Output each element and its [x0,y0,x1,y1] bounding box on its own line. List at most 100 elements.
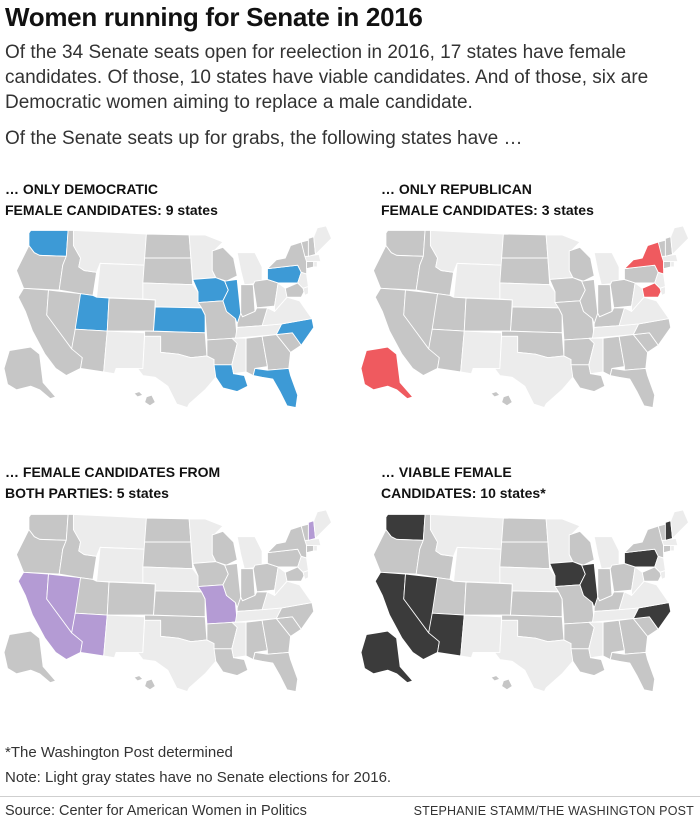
state-fl [252,367,299,409]
state-ut [431,577,467,616]
state-oh [252,278,279,309]
state-tx [115,335,217,409]
state-ks [510,306,563,334]
state-wi [211,246,238,282]
panel-label-line1: … ONLY REPUBLICAN [381,181,532,197]
state-ia [192,277,229,303]
state-il [579,562,599,609]
map-states [4,226,332,409]
state-sd [142,257,194,286]
state-ak [361,630,414,684]
map-both-parties [4,510,332,693]
state-ri [313,545,318,552]
state-co [463,297,513,332]
state-oh [252,562,279,593]
source: Source: Center for American Women in Pol… [5,803,307,819]
state-il [222,278,242,325]
note: Note: Light gray states have no Senate e… [5,769,392,786]
map-states [361,226,689,409]
map-viable [361,510,689,693]
footnote: *The Washington Post determined [5,744,233,761]
state-wa [385,514,426,541]
state-il [222,562,242,609]
state-oh [609,562,636,593]
panel-label-line1: … VIABLE FEMALE [381,464,512,480]
state-hi [490,391,513,407]
state-tx [115,619,217,693]
state-tx [472,619,574,693]
state-mi [593,536,620,570]
state-nm [460,330,503,375]
divider [0,796,700,797]
state-nd [144,517,192,543]
state-wy [453,262,503,300]
state-ut [431,293,467,332]
state-ak [4,630,57,684]
panel-label-line2: FEMALE CANDIDATES: 9 states [5,202,218,218]
state-il [579,278,599,325]
state-ri [313,261,318,268]
panel-label-both-parties: … FEMALE CANDIDATES FROM BOTH PARTIES: 5… [5,462,220,504]
panel-label-line2: BOTH PARTIES: 5 states [5,485,169,501]
state-ak [4,346,57,400]
state-me [313,510,332,539]
state-me [670,226,689,255]
map-republican [361,226,689,409]
panel-label-line1: … FEMALE CANDIDATES FROM [5,464,221,480]
map-democratic [4,226,332,409]
state-md [284,282,306,298]
state-ia [549,277,586,303]
state-de [659,286,666,296]
state-wy [453,546,503,584]
state-ct [663,261,672,270]
state-de [659,570,666,580]
state-sd [499,257,551,286]
state-wi [568,246,595,282]
state-ut [74,577,110,616]
map-states [361,510,689,693]
state-nm [103,330,146,375]
state-oh [609,278,636,309]
state-mi [593,252,620,286]
state-co [106,297,156,332]
state-ct [663,545,672,554]
state-wa [28,230,69,257]
state-ut [74,293,110,332]
state-hi [490,675,513,691]
state-me [313,226,332,255]
state-hi [133,391,156,407]
state-md [641,566,663,582]
state-ri [670,545,675,552]
panel-label-line1: … ONLY DEMOCRATIC [5,181,158,197]
state-ia [192,561,229,587]
state-nd [501,233,549,259]
state-de [302,570,309,580]
state-hi [133,675,156,691]
state-nm [103,614,146,659]
state-sd [499,541,551,570]
state-nd [501,517,549,543]
state-wa [385,230,426,257]
intro-text: Of the 34 Senate seats open for reelecti… [5,42,649,113]
state-tx [472,335,574,409]
state-mi [236,252,263,286]
panel-label-democratic: … ONLY DEMOCRATIC FEMALE CANDIDATES: 9 s… [5,179,218,221]
state-fl [609,651,656,693]
state-ks [153,306,206,334]
state-ct [306,545,315,554]
state-nd [144,233,192,259]
state-nm [460,614,503,659]
state-mi [236,536,263,570]
state-ks [510,590,563,618]
state-wy [96,546,146,584]
state-md [284,566,306,582]
state-ak [361,346,414,400]
state-co [106,581,156,616]
panel-label-viable: … VIABLE FEMALE CANDIDATES: 10 states* [381,462,546,504]
state-wi [568,530,595,566]
panel-label-republican: … ONLY REPUBLICAN FEMALE CANDIDATES: 3 s… [381,179,594,221]
state-fl [609,367,656,409]
state-wi [211,530,238,566]
state-ia [549,561,586,587]
state-md [641,282,663,298]
